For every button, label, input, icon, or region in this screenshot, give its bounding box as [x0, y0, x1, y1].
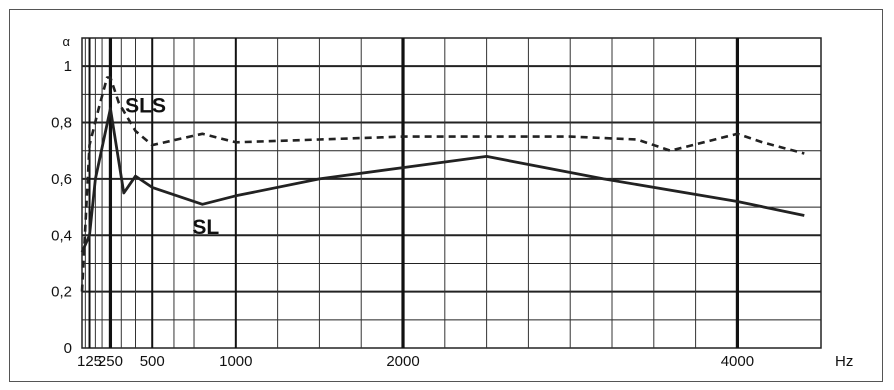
x-tick-label: 2000: [386, 353, 419, 370]
grid: [81, 37, 822, 349]
x-tick-label: 125: [77, 353, 102, 370]
y-tick-label: 0,8: [51, 115, 72, 132]
y-tick-label: 0,2: [51, 284, 72, 301]
curve-label-sl: SL: [192, 216, 219, 239]
y-tick-label: 0: [64, 340, 72, 357]
curve-label-sls: SLS: [125, 95, 166, 118]
y-tick-label: 0,6: [51, 171, 72, 188]
x-tick-label: 250: [98, 353, 123, 370]
x-tick-label: 500: [140, 353, 165, 370]
x-tick-label: 4000: [721, 353, 754, 370]
x-axis-label: Hz: [835, 353, 853, 370]
series-lines: [80, 76, 805, 292]
x-tick-label: 1000: [219, 353, 252, 370]
y-axis-label: α: [62, 34, 70, 49]
plot-border: [81, 37, 822, 349]
series-line-sl: [80, 107, 805, 253]
y-tick-label: 1: [64, 58, 72, 75]
y-tick-label: 0,4: [51, 227, 72, 244]
